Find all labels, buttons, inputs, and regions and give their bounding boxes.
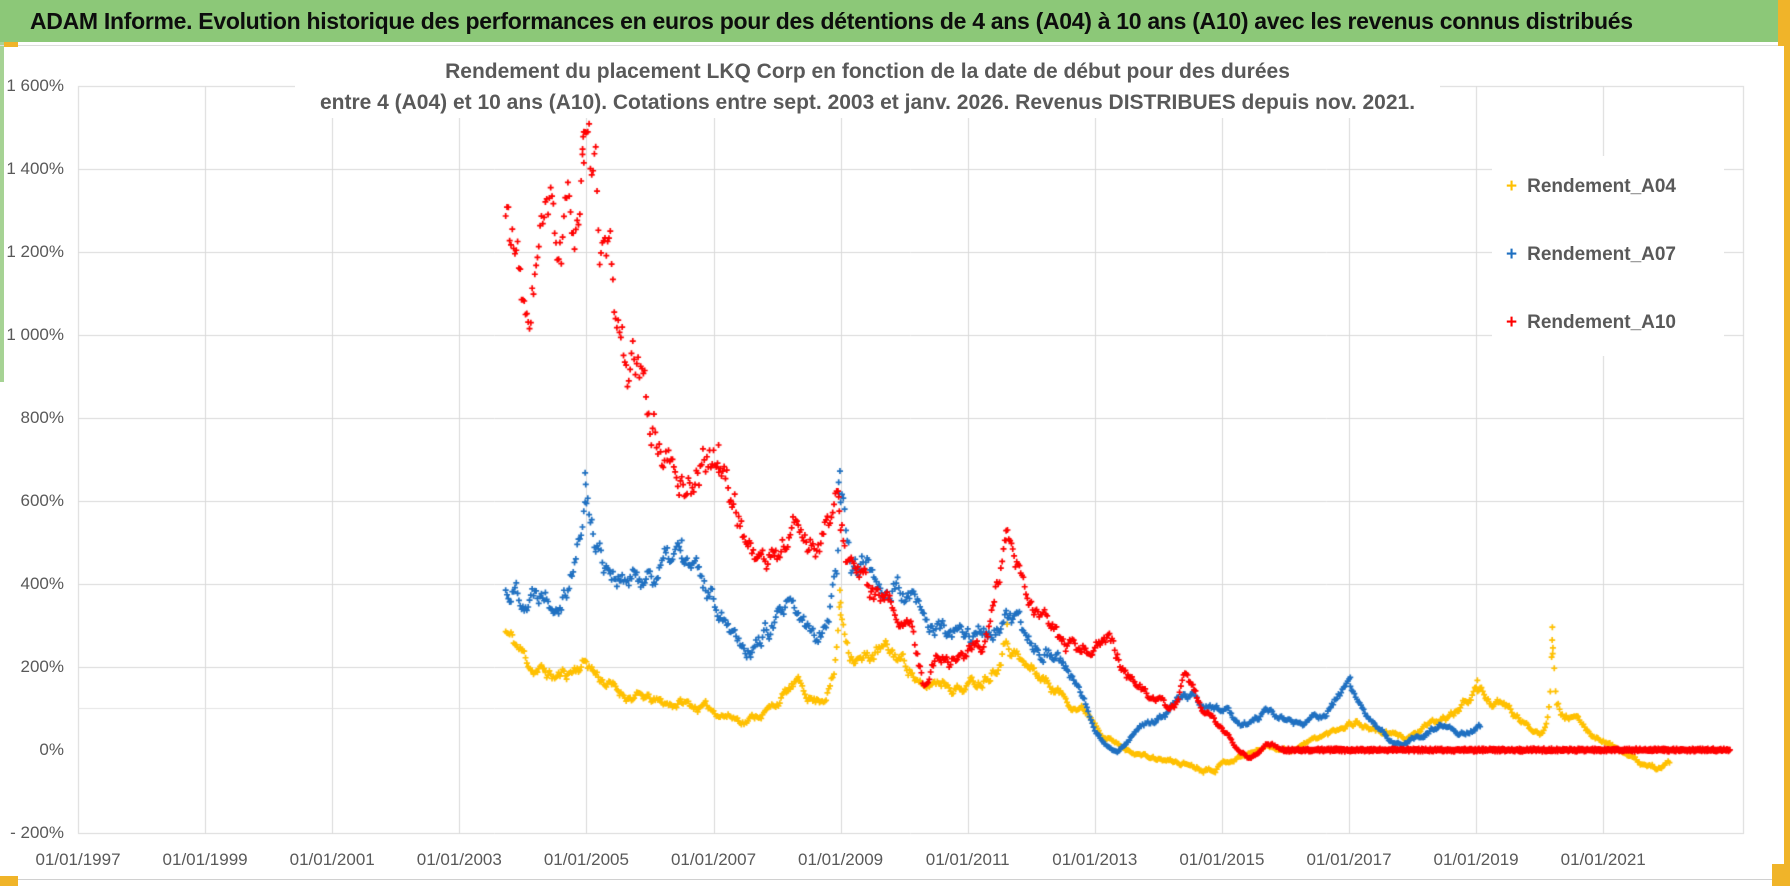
frame-accent-left-strip — [0, 42, 4, 382]
chart-legend: + Rendement_A04 + Rendement_A07 + Rendem… — [1492, 156, 1724, 356]
x-tick-label: 01/01/2017 — [1306, 850, 1392, 869]
x-tick-label: 01/01/2001 — [289, 850, 375, 869]
x-tick-label: 01/01/2015 — [1179, 850, 1265, 869]
app-header-bar: ADAM Informe. Evolution historique des p… — [0, 0, 1778, 42]
y-tick-label: 1 600% — [6, 76, 64, 95]
x-tick-label: 01/01/1997 — [35, 850, 121, 869]
x-tick-label: 01/01/2003 — [416, 850, 502, 869]
x-tick-label: 01/01/2005 — [543, 850, 629, 869]
chart-title: Rendement du placement LKQ Corp en fonct… — [295, 56, 1440, 118]
frame-accent-top-right — [1778, 0, 1790, 46]
frame-accent-right-strip — [1784, 42, 1790, 886]
chart-title-line1: Rendement du placement LKQ Corp en fonct… — [445, 60, 1290, 83]
x-tick-label: 01/01/1999 — [162, 850, 248, 869]
app-header-title: ADAM Informe. Evolution historique des p… — [30, 7, 1633, 34]
x-tick-label: 01/01/2013 — [1052, 850, 1138, 869]
y-tick-label: 0% — [39, 740, 64, 759]
frame-accent-bottom-right — [1772, 864, 1790, 886]
x-tick-label: 01/01/2019 — [1433, 850, 1519, 869]
header-divider-line — [0, 45, 1784, 46]
x-tick-label: 01/01/2011 — [925, 850, 1010, 869]
legend-label-a10: Rendement_A10 — [1527, 312, 1676, 333]
plus-marker-icon: + — [1506, 176, 1518, 197]
legend-entry-a10: + Rendement_A10 — [1506, 310, 1676, 336]
y-tick-label: 200% — [20, 657, 64, 676]
y-tick-label: 800% — [20, 408, 64, 427]
y-tick-label: 1 400% — [6, 159, 64, 178]
legend-entry-a04: + Rendement_A04 — [1506, 174, 1676, 200]
legend-entry-a07: + Rendement_A07 — [1506, 242, 1676, 268]
x-tick-label: 01/01/2007 — [670, 850, 757, 869]
x-tick-label: 01/01/2021 — [1560, 850, 1646, 869]
legend-label-a04: Rendement_A04 — [1527, 176, 1676, 197]
x-tick-label: 01/01/2009 — [798, 850, 884, 869]
plus-marker-icon: + — [1506, 244, 1518, 265]
chart-title-line2: entre 4 (A04) et 10 ans (A10). Cotations… — [319, 91, 1416, 114]
legend-label-a07: Rendement_A07 — [1527, 244, 1676, 265]
plus-marker-icon: + — [1506, 312, 1518, 333]
y-tick-label: 1 000% — [6, 325, 64, 344]
y-tick-label: 1 200% — [6, 242, 64, 261]
y-tick-label: 400% — [20, 574, 64, 593]
y-tick-label: 600% — [20, 491, 64, 510]
y-tick-label: - 200% — [10, 823, 64, 842]
frame-accent-bottom-left — [0, 876, 18, 886]
frame-accent-top-left — [4, 42, 18, 47]
footer-divider-line — [18, 879, 1774, 880]
